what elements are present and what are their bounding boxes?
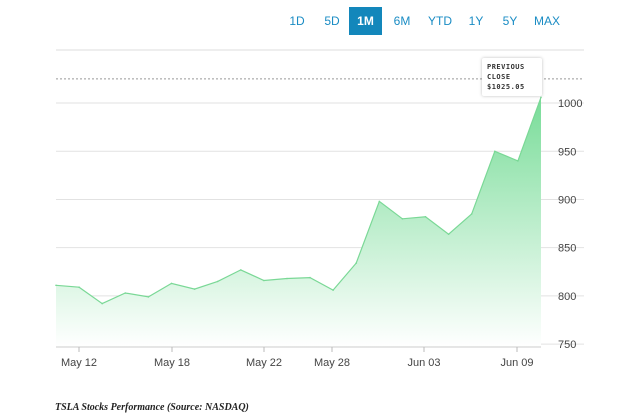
y-tick-label: 1000 [558,98,582,110]
range-button-1y[interactable]: 1Y [468,14,484,28]
data-point [517,160,519,162]
data-point [124,292,127,294]
data-point [240,269,242,271]
price-area [56,97,541,347]
y-tick-label: 750 [558,339,576,351]
stock-chart: 750 800 850 900 950 1000 May 12 May 18 May 22 Ma… [55,49,584,369]
range-button-5d[interactable]: 5D [324,14,340,28]
data-point [216,280,219,283]
x-tick-label: Jun 03 [407,357,440,369]
previous-close-tooltip: PREVIOUS CLOSE $1025.05 [482,58,542,96]
data-point [424,216,427,218]
x-tick-label: May 28 [314,357,350,369]
range-selector: 1D 5D 1M 6M YTD 1Y 5Y MAX [0,7,624,35]
data-point [309,276,311,279]
y-tick-label: 800 [558,291,576,303]
previous-close-label-line2: CLOSE [487,73,511,81]
data-point [378,200,381,203]
y-tick-label: 950 [558,146,576,158]
data-point [401,218,404,220]
data-point [147,296,150,298]
data-point [170,282,173,285]
x-tick-label: May 12 [61,357,97,369]
y-tick-label: 850 [558,243,576,255]
data-point [55,284,57,287]
range-button-ytd[interactable]: YTD [428,14,452,28]
data-point [447,233,450,235]
previous-close-value: $1025.05 [487,83,525,91]
y-tick-label: 900 [558,194,576,206]
data-point [286,277,288,280]
range-button-6m[interactable]: 6M [393,14,411,28]
range-button-max[interactable]: MAX [533,14,560,28]
price-line [55,97,542,305]
x-tick-label: Jun 09 [500,357,533,369]
previous-close-label-line1: PREVIOUS [487,63,525,71]
data-point [101,302,103,305]
data-point [263,279,265,282]
data-point [540,96,542,99]
data-point [470,213,473,215]
range-button-5y[interactable]: 5Y [502,14,518,28]
range-button-1d[interactable]: 1D [289,14,305,28]
data-point [193,288,196,290]
data-point [78,286,80,289]
chart-caption: TSLA Stocks Performance (Source: NASDAQ) [55,402,249,413]
data-point [494,150,496,153]
x-tick-label: May 18 [154,357,190,369]
data-point [355,262,358,264]
range-button-1m[interactable]: 1M [349,7,382,35]
data-point [332,289,334,291]
x-tick-label: May 22 [246,357,282,369]
